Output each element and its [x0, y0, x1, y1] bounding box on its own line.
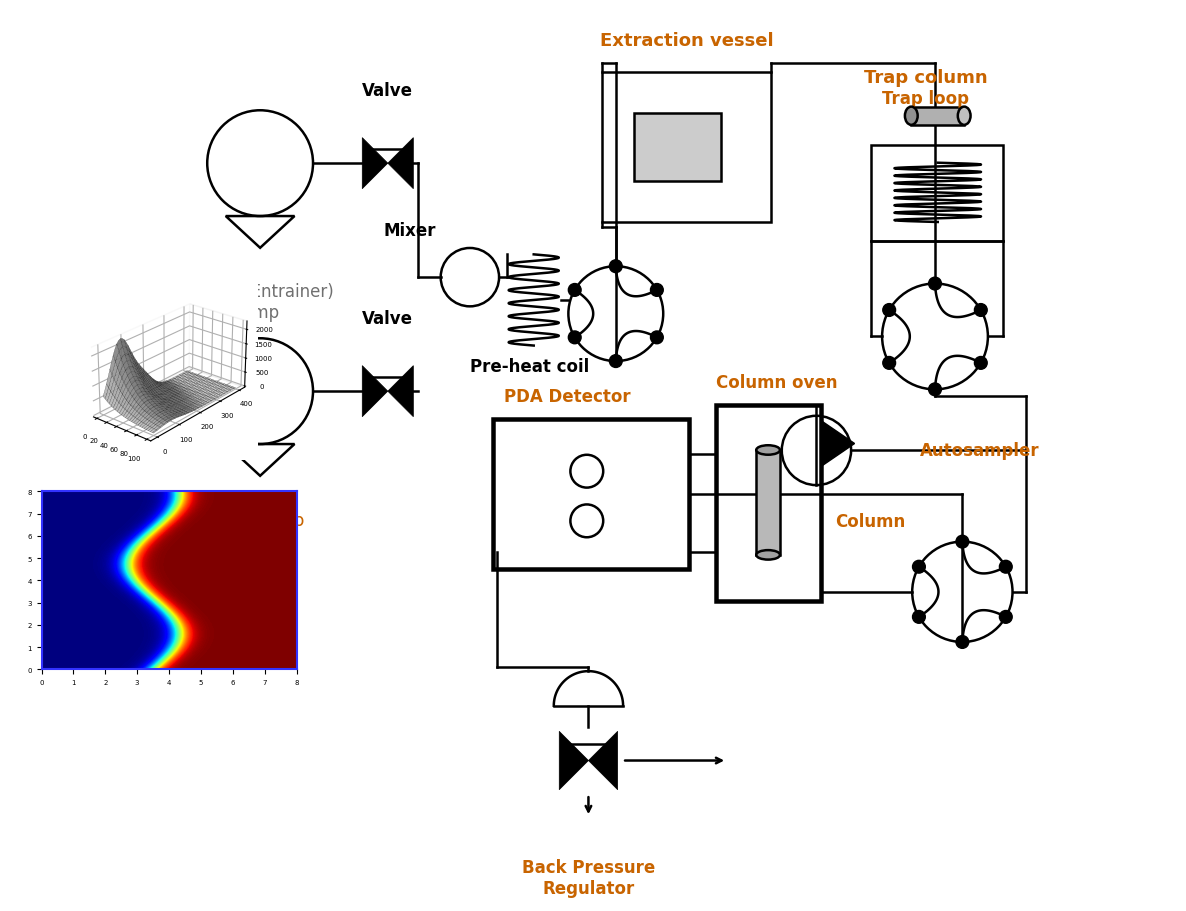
Text: Pre-heat coil: Pre-heat coil — [470, 357, 588, 375]
Circle shape — [882, 357, 895, 370]
Polygon shape — [388, 138, 414, 189]
Circle shape — [1000, 610, 1012, 624]
Text: Column oven: Column oven — [716, 374, 837, 392]
Circle shape — [929, 384, 942, 396]
Circle shape — [912, 610, 925, 624]
Bar — [602, 73, 771, 223]
Polygon shape — [362, 138, 388, 189]
Bar — [872, 146, 1003, 241]
Bar — [492, 419, 689, 569]
Circle shape — [650, 284, 663, 297]
Polygon shape — [388, 366, 414, 417]
Text: Autosampler: Autosampler — [919, 442, 1039, 460]
Polygon shape — [822, 422, 855, 466]
Circle shape — [929, 278, 942, 291]
Circle shape — [650, 332, 663, 344]
Polygon shape — [588, 732, 618, 790]
Circle shape — [882, 304, 895, 317]
Text: Back Pressure
Regulator: Back Pressure Regulator — [522, 858, 655, 897]
Ellipse shape — [757, 550, 780, 560]
Ellipse shape — [757, 445, 780, 456]
Circle shape — [568, 284, 581, 297]
Text: Trap column: Trap column — [865, 68, 988, 87]
Bar — [757, 450, 780, 555]
Circle shape — [610, 355, 623, 368]
Text: Valve: Valve — [362, 82, 413, 100]
Text: PDA Detector: PDA Detector — [504, 387, 631, 405]
Bar — [635, 114, 721, 182]
Circle shape — [956, 636, 969, 649]
Circle shape — [956, 536, 969, 548]
Circle shape — [975, 357, 987, 370]
Text: Extraction vessel: Extraction vessel — [600, 32, 773, 50]
Circle shape — [975, 304, 987, 317]
Text: Valve: Valve — [362, 310, 413, 328]
Circle shape — [1000, 561, 1012, 574]
Bar — [911, 107, 964, 126]
Text: CO$_2$  Pump: CO$_2$ Pump — [206, 510, 305, 532]
Text: Mixer: Mixer — [383, 221, 436, 240]
Circle shape — [568, 332, 581, 344]
Circle shape — [912, 561, 925, 574]
Bar — [716, 405, 821, 601]
Circle shape — [610, 261, 623, 273]
Ellipse shape — [905, 107, 918, 126]
Polygon shape — [560, 732, 588, 790]
Text: Modifier(Entrainer)
Pump: Modifier(Entrainer) Pump — [177, 282, 334, 322]
Polygon shape — [362, 366, 388, 417]
Text: Column: Column — [835, 512, 905, 530]
Ellipse shape — [958, 107, 970, 126]
Text: Trap loop: Trap loop — [882, 89, 969, 107]
